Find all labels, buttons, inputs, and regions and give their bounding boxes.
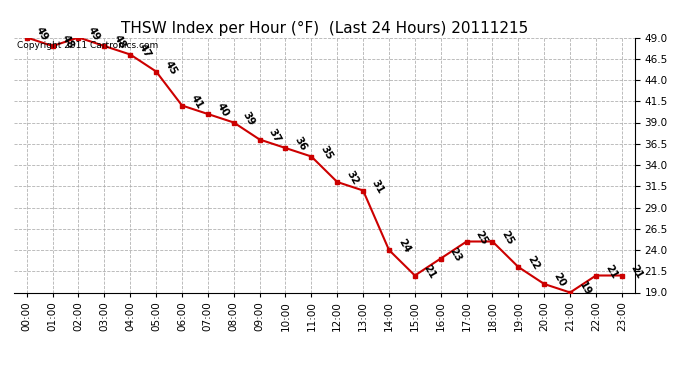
Text: 25: 25 (473, 229, 489, 246)
Text: 32: 32 (344, 169, 360, 187)
Text: 39: 39 (241, 110, 257, 127)
Text: 40: 40 (215, 101, 230, 119)
Text: 49: 49 (34, 25, 50, 42)
Text: Copyright 2011 Cartronics.com: Copyright 2011 Cartronics.com (17, 41, 158, 50)
Text: 37: 37 (266, 127, 282, 144)
Text: 48: 48 (59, 33, 75, 51)
Text: 19: 19 (577, 280, 593, 297)
Text: 21: 21 (629, 263, 644, 280)
Text: 20: 20 (551, 271, 567, 289)
Text: 49: 49 (86, 25, 101, 42)
Text: 24: 24 (396, 237, 412, 255)
Text: 41: 41 (189, 93, 205, 110)
Text: 48: 48 (111, 33, 127, 51)
Text: 31: 31 (370, 178, 386, 195)
Text: 21: 21 (422, 263, 437, 280)
Text: 47: 47 (137, 42, 153, 59)
Text: 35: 35 (318, 144, 334, 161)
Title: THSW Index per Hour (°F)  (Last 24 Hours) 20111215: THSW Index per Hour (°F) (Last 24 Hours)… (121, 21, 528, 36)
Text: 25: 25 (500, 229, 515, 246)
Text: 36: 36 (293, 135, 308, 153)
Text: 45: 45 (163, 58, 179, 76)
Text: 21: 21 (603, 263, 619, 280)
Text: 22: 22 (525, 254, 541, 272)
Text: 23: 23 (448, 246, 464, 263)
